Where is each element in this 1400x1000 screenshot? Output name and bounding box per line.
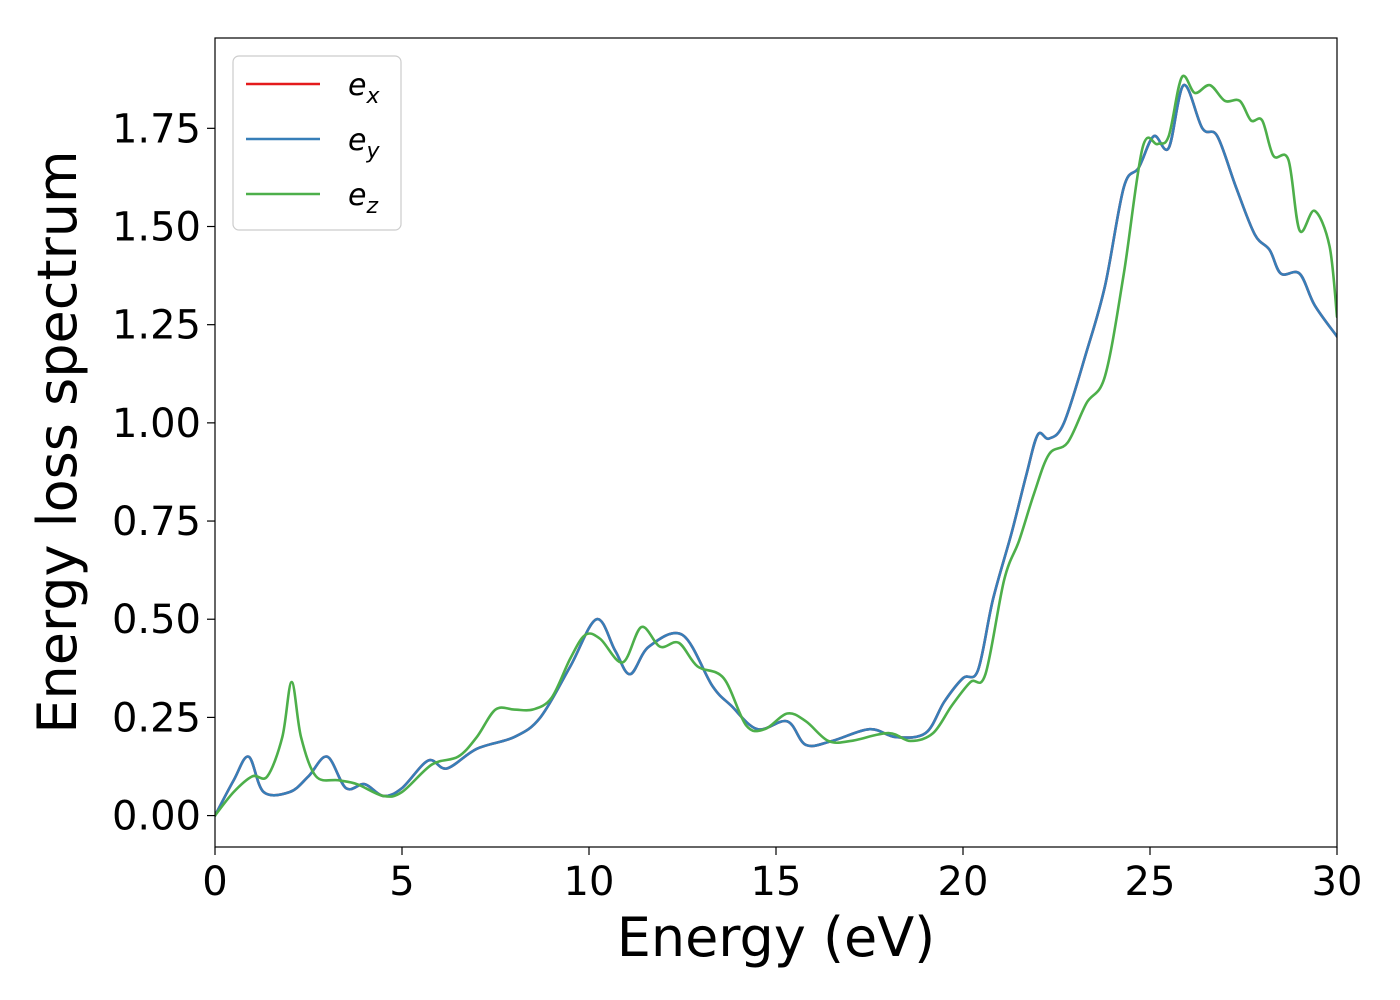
legend-label-e-z: ez <box>348 178 378 219</box>
x-tick-label: 20 <box>938 859 989 905</box>
x-axis-label: Energy (eV) <box>617 906 936 969</box>
y-tick-label: 0.75 <box>112 499 201 545</box>
legend-label-e-x: ex <box>348 68 380 109</box>
legend-box <box>232 55 402 231</box>
x-tick-label: 0 <box>202 859 227 905</box>
y-tick-label: 1.25 <box>112 303 201 349</box>
x-tick-label: 5 <box>389 859 414 905</box>
y-tick-label: 1.50 <box>112 205 201 251</box>
x-tick-label: 30 <box>1312 859 1363 905</box>
y-tick-label: 0.00 <box>112 794 201 840</box>
y-tick-label: 1.75 <box>112 106 201 152</box>
legend: ex ey ez <box>232 55 402 231</box>
y-tick-label: 0.25 <box>112 695 201 741</box>
y-axis-label: Energy loss spectrum <box>26 150 89 733</box>
legend-label-e-y: ey <box>348 123 380 164</box>
x-tick-label: 15 <box>751 859 802 905</box>
series-line-e-z <box>215 74 1337 817</box>
series-layer <box>215 74 1337 817</box>
y-axis: 0.00 0.25 0.50 0.75 1.00 1.25 1.50 1.75 <box>112 106 215 840</box>
y-tick-label: 0.50 <box>112 597 201 643</box>
x-axis: 0 5 10 15 20 25 30 <box>202 847 1362 905</box>
x-tick-label: 10 <box>564 859 615 905</box>
y-tick-label: 1.00 <box>112 401 201 447</box>
x-tick-label: 25 <box>1125 859 1176 905</box>
